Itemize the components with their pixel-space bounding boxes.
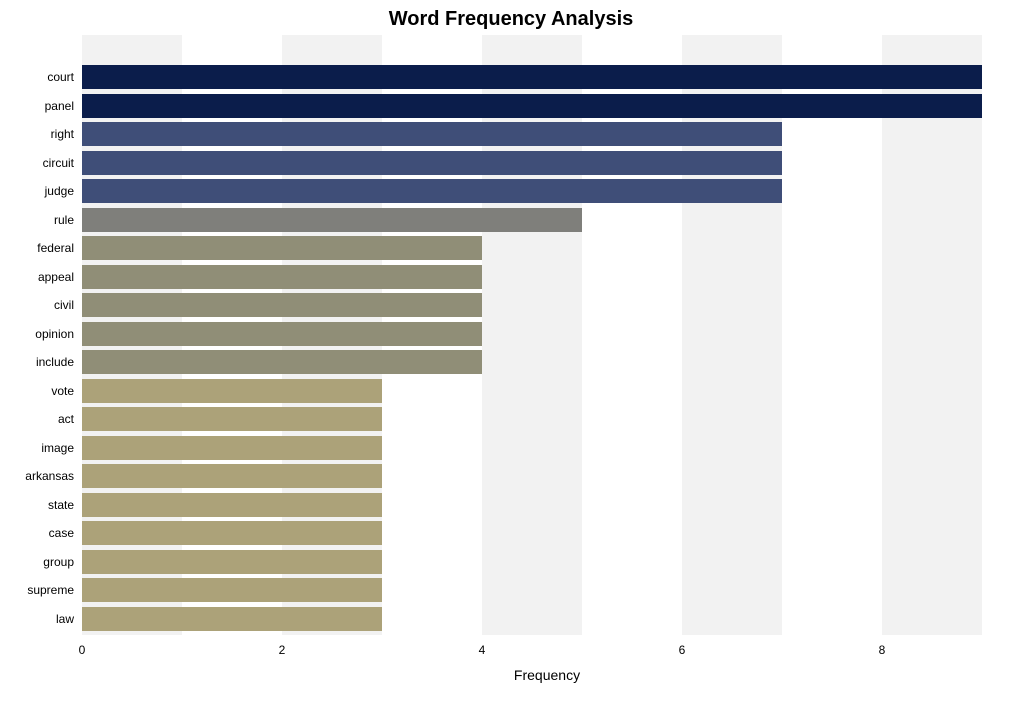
x-axis-tick: 0 [79,643,86,657]
grid-band [882,35,982,635]
y-axis-label: court [47,70,74,84]
bar [82,122,782,146]
bar [82,350,482,374]
y-axis-label: image [41,441,74,455]
word-frequency-chart: Word Frequency Analysis courtpanelrightc… [0,0,1022,701]
bar [82,578,382,602]
y-axis-label: opinion [35,327,74,341]
y-axis-label: supreme [27,583,74,597]
y-axis-label: arkansas [25,469,74,483]
bar [82,94,982,118]
bar [82,436,382,460]
y-axis-label: rule [54,213,74,227]
bar [82,521,382,545]
y-axis-label: law [56,612,74,626]
y-axis-label: judge [45,184,74,198]
y-axis-label: case [49,526,74,540]
bar [82,464,382,488]
x-axis-tick: 2 [279,643,286,657]
y-axis-label: federal [37,241,74,255]
y-axis-label: civil [54,298,74,312]
x-axis-tick: 4 [479,643,486,657]
bar [82,65,982,89]
bar [82,493,382,517]
y-axis-label: vote [51,384,74,398]
y-axis-label: panel [45,99,74,113]
bar [82,208,582,232]
bar [82,322,482,346]
bar [82,550,382,574]
y-axis-label: include [36,355,74,369]
bar [82,236,482,260]
y-axis-label: circuit [43,156,74,170]
bar [82,407,382,431]
bar [82,293,482,317]
bar [82,265,482,289]
x-axis-tick: 6 [679,643,686,657]
y-axis-label: state [48,498,74,512]
x-axis-label: Frequency [514,667,580,683]
y-axis-label: act [58,412,74,426]
bar [82,607,382,631]
bar [82,379,382,403]
chart-title: Word Frequency Analysis [0,8,1022,31]
y-axis-label: group [43,555,74,569]
y-axis-label: right [51,127,74,141]
bar [82,151,782,175]
plot-area: courtpanelrightcircuitjudgerulefederalap… [82,35,1012,635]
x-axis-tick: 8 [879,643,886,657]
bar [82,179,782,203]
y-axis-label: appeal [38,270,74,284]
